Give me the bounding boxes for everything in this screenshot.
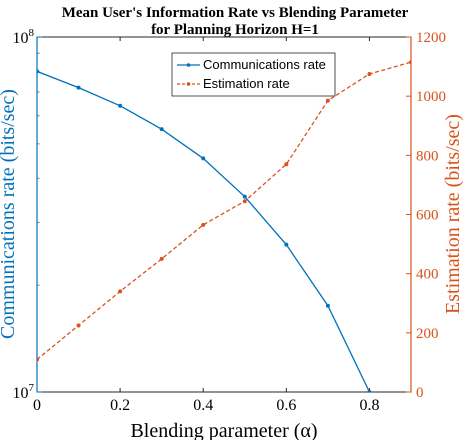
- y-axis-right-label: Estimation rate (bits/sec): [442, 114, 464, 314]
- data-point-estimation: [76, 323, 81, 328]
- data-point-communications: [118, 103, 123, 108]
- x-axis-label: Blending parameter (α): [130, 420, 317, 440]
- series-line-communications: [37, 70, 371, 392]
- series-line-estimation: [37, 61, 411, 360]
- y-right-tick-label: 600: [416, 208, 439, 224]
- y-right-tick-label: 200: [416, 326, 439, 342]
- data-point-communications: [201, 156, 206, 161]
- y-axis-left-label: Communications rate (bits/sec): [0, 89, 19, 339]
- x-tick-label: 0.2: [110, 397, 130, 414]
- data-point-estimation: [37, 357, 39, 362]
- legend-label-communications: Communications rate: [203, 57, 326, 72]
- data-point-communications: [37, 69, 39, 74]
- data-point-estimation: [284, 162, 289, 167]
- x-tick-label: 0: [33, 397, 41, 414]
- x-axis: 0 0.2 0.4 0.6 0.8: [33, 37, 379, 414]
- data-point-communications: [367, 390, 372, 392]
- legend: Communications rate Estimation rate: [171, 52, 336, 97]
- data-point-estimation: [118, 289, 123, 294]
- chart-subtitle: for Planning Horizon H=1: [151, 22, 319, 38]
- y-left-tick-label: 108: [13, 27, 35, 47]
- legend-marker-communications: [186, 63, 191, 67]
- x-tick-label: 0.8: [359, 397, 379, 414]
- y-right-tick-label: 800: [416, 148, 439, 164]
- y-right-tick-label: 400: [416, 267, 439, 283]
- data-point-estimation: [242, 199, 247, 204]
- data-point-estimation: [409, 60, 411, 65]
- data-point-estimation: [367, 71, 372, 76]
- data-point-estimation: [201, 222, 206, 227]
- y-axis-left: 107 108: [13, 27, 42, 402]
- data-point-communications: [159, 127, 164, 132]
- y-axis-right: 0 200 400 600 800 1000 1200: [406, 30, 446, 401]
- y-right-tick-label: 0: [416, 385, 424, 401]
- data-point-communications: [325, 303, 330, 308]
- x-tick-label: 0.4: [193, 397, 213, 414]
- y-right-tick-label: 1000: [416, 89, 446, 105]
- legend-label-estimation: Estimation rate: [203, 76, 290, 91]
- y-right-tick-label: 1200: [416, 30, 446, 46]
- y-left-tick-label: 107: [13, 382, 35, 402]
- data-point-estimation: [159, 256, 164, 261]
- data-point-estimation: [325, 98, 330, 103]
- data-point-communications: [76, 85, 81, 90]
- legend-box: [171, 52, 336, 97]
- x-tick-label: 0.6: [276, 397, 296, 414]
- data-point-communications: [284, 242, 289, 247]
- legend-marker-estimation: [186, 82, 191, 86]
- chart-title: Mean User's Information Rate vs Blending…: [62, 5, 409, 21]
- data-point-communications: [242, 194, 247, 199]
- series-layer: [37, 60, 411, 392]
